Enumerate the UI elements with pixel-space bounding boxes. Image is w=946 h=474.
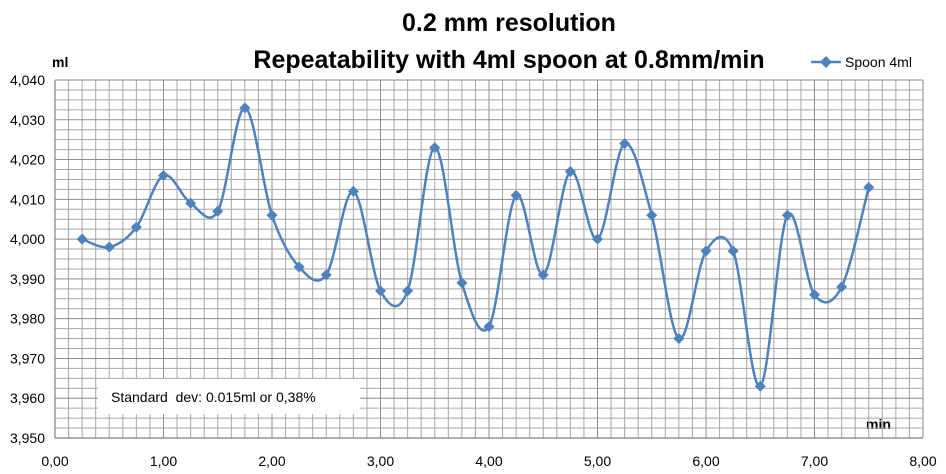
y-tick-label: 4,030 xyxy=(10,112,45,128)
data-point-marker xyxy=(456,277,468,289)
data-point-marker xyxy=(429,142,441,154)
y-tick-label: 4,010 xyxy=(10,191,45,207)
data-point-marker xyxy=(592,233,603,245)
data-point-marker xyxy=(293,261,305,273)
chart-title-line-2: Repeatability with 4ml spoon at 0.8mm/mi… xyxy=(253,46,764,74)
grid xyxy=(54,79,924,439)
data-point-marker xyxy=(185,197,197,209)
data-point-marker xyxy=(510,189,522,201)
data-point-marker xyxy=(537,269,549,281)
x-tick-label: 7,00 xyxy=(801,453,828,469)
y-tick-label: 3,990 xyxy=(10,271,45,287)
data-point-marker xyxy=(239,102,251,114)
series-line-spoon-4ml xyxy=(80,106,870,388)
data-point-marker xyxy=(266,209,278,221)
legend: Spoon 4ml xyxy=(811,54,912,70)
data-point-marker xyxy=(347,185,359,197)
x-tick-label: 2,00 xyxy=(258,453,285,469)
y-tick-label: 3,970 xyxy=(10,350,45,366)
data-point-marker xyxy=(727,245,739,257)
x-tick-label: 8,00 xyxy=(909,453,936,469)
legend-label-spoon-4ml: Spoon 4ml xyxy=(845,54,912,70)
data-point-marker xyxy=(700,245,712,257)
data-point-marker xyxy=(564,165,576,177)
x-tick-label: 0,00 xyxy=(41,453,68,469)
data-point-marker xyxy=(863,181,875,193)
y-tick-label: 4,020 xyxy=(10,152,45,168)
data-point-marker xyxy=(76,233,88,245)
x-tick-label: 3,00 xyxy=(367,453,394,469)
data-point-marker xyxy=(402,285,414,297)
chart-title-line-1: 0.2 mm resolution xyxy=(402,9,616,37)
data-point-marker xyxy=(781,209,793,221)
y-tick-label: 3,950 xyxy=(10,430,45,446)
series xyxy=(76,102,875,392)
data-point-marker xyxy=(130,221,142,233)
data-point-marker xyxy=(809,289,820,301)
data-point-marker xyxy=(483,321,495,333)
y-tick-label: 3,960 xyxy=(10,390,45,406)
data-point-marker xyxy=(646,209,658,221)
x-tick-label: 1,00 xyxy=(150,453,177,469)
data-point-marker xyxy=(158,169,169,181)
y-tick-label: 4,000 xyxy=(10,231,45,247)
data-point-marker xyxy=(619,138,631,150)
y-tick-label: 4,040 xyxy=(10,72,45,88)
x-tick-label: 5,00 xyxy=(584,453,611,469)
legend-marker-diamond xyxy=(820,56,832,68)
y-axis-label: ml xyxy=(52,54,68,70)
tick-labels: 0,00 1,00 2,00 3,00 4,00 5,00 6,00 7,00 8,00 3,95… xyxy=(10,72,937,469)
data-point-marker xyxy=(673,333,685,345)
data-point-marker xyxy=(754,380,766,392)
annotation-text: Standard dev: 0.015ml or 0,38% xyxy=(111,389,316,405)
data-point-marker xyxy=(320,269,332,281)
annotation-background xyxy=(98,379,360,414)
x-tick-label: 4,00 xyxy=(475,453,502,469)
x-tick-label: 6,00 xyxy=(692,453,719,469)
annotation-box: Standard dev: 0.015ml or 0,38% xyxy=(98,379,360,414)
y-tick-label: 3,980 xyxy=(10,311,45,327)
data-point-marker xyxy=(212,205,224,217)
data-point-marker xyxy=(836,281,848,293)
data-point-marker xyxy=(103,241,115,253)
data-point-marker xyxy=(375,285,386,297)
